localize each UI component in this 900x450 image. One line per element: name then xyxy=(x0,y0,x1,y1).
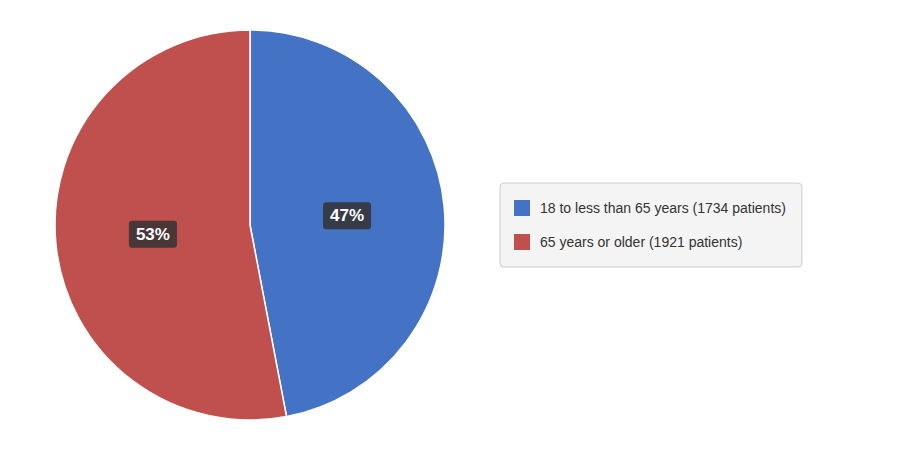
pie-slice xyxy=(250,30,445,417)
slices xyxy=(55,30,445,420)
data-label: 47% xyxy=(330,206,364,225)
legend-swatch xyxy=(514,200,530,216)
data-labels: 47% 53% xyxy=(129,202,371,247)
data-label-bg xyxy=(323,202,371,229)
legend-label: 18 to less than 65 years (1734 patients) xyxy=(540,200,786,216)
legend-label: 65 years or older (1921 patients) xyxy=(540,234,742,250)
legend-swatch xyxy=(514,234,530,250)
chart-container: 47% 53% 18 to less than 65 years (1734 pat… xyxy=(0,0,900,450)
pie-slice xyxy=(55,30,287,420)
data-label: 53% xyxy=(136,225,170,244)
chart: 47% 53% 18 to less than 65 years (1734 pat… xyxy=(0,0,900,450)
legend-frame xyxy=(500,183,802,267)
data-label-bg xyxy=(129,221,177,248)
legend: 18 to less than 65 years (1734 patients)… xyxy=(500,183,802,267)
